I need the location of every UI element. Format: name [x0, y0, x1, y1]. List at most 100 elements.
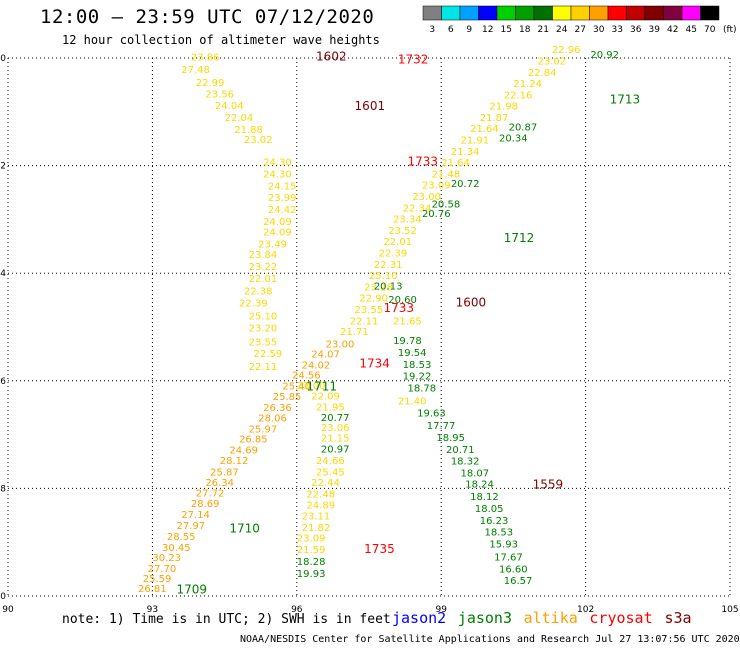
- wave-height-label: 30.45: [162, 543, 191, 554]
- colorbar-swatch: [644, 5, 664, 21]
- pass-time-label: 1711: [306, 379, 337, 393]
- wave-height-label: 21.71: [340, 327, 369, 338]
- wave-height-label: 21.40: [398, 396, 427, 407]
- wave-height-label: 20.13: [374, 281, 403, 292]
- wave-height-label: 21.59: [297, 545, 326, 556]
- wave-height-label: 22.31: [374, 260, 403, 271]
- pass-time-label: 1712: [504, 231, 535, 245]
- wave-height-label: 26.81: [138, 584, 167, 595]
- wave-height-label: 23.86: [191, 53, 220, 64]
- wave-height-label: 23.09: [422, 181, 451, 192]
- wave-height-label: 30.23: [152, 553, 181, 564]
- wave-height-label: 22.16: [504, 90, 533, 101]
- x-tick-label: 93: [147, 605, 158, 615]
- wave-height-label: 22.09: [311, 392, 340, 403]
- colorbar-label: 36: [630, 25, 642, 35]
- wave-height-label: 23.06: [321, 423, 350, 434]
- wave-height-label: 22.39: [379, 249, 408, 260]
- y-tick-label: -42: [0, 162, 6, 172]
- wave-height-label: 21.88: [234, 125, 263, 136]
- colorbar-swatch: [496, 5, 516, 21]
- wave-height-label: 24.66: [316, 456, 345, 467]
- wave-height-label: 24.09: [263, 217, 292, 228]
- colorbar-label: 21: [538, 25, 549, 35]
- wave-height-label: 18.05: [475, 504, 504, 515]
- wave-height-label: 20.76: [422, 209, 451, 220]
- wave-height-label: 28.55: [167, 532, 196, 543]
- mission-jason3: jason3: [457, 609, 512, 627]
- wave-height-label: 23.11: [302, 512, 331, 523]
- wave-height-label: 20.60: [388, 295, 417, 306]
- x-tick-label: 105: [721, 605, 738, 615]
- wave-height-label: 17.77: [427, 421, 456, 432]
- wave-height-label: 23.99: [268, 193, 297, 204]
- wave-height-label: 22.11: [350, 316, 379, 327]
- wave-height-label: 23.34: [393, 215, 422, 226]
- wave-height-label: 24.30: [263, 169, 292, 180]
- colorbar-label: 39: [649, 25, 661, 35]
- wave-height-label: 22.44: [311, 478, 340, 489]
- x-tick-label: 102: [577, 605, 594, 615]
- wave-height-label: 28.12: [220, 456, 249, 467]
- wave-height-label: 20.72: [451, 179, 480, 190]
- wave-height-label: 21.34: [451, 147, 480, 158]
- wave-height-label: 18.28: [297, 557, 326, 568]
- colorbar-swatch: [607, 5, 627, 21]
- wave-height-label: 16.60: [499, 564, 528, 575]
- wave-height-label: 18.53: [485, 528, 514, 539]
- footer-note: note: 1) Time is in UTC; 2) SWH is in fe…: [62, 612, 391, 627]
- wave-height-label: 23.22: [249, 262, 278, 273]
- wave-height-label: 27.14: [181, 510, 210, 521]
- colorbar-label: 6: [448, 25, 454, 35]
- pass-time-label: 1733: [408, 155, 439, 169]
- colorbar-label: 33: [612, 25, 623, 35]
- wave-height-label: 20.97: [321, 444, 350, 455]
- pass-time-label: 1734: [359, 356, 390, 370]
- pass-time-label: 1601: [355, 99, 386, 113]
- wave-height-label: 22.39: [239, 299, 268, 310]
- wave-height-label: 21.24: [513, 79, 542, 90]
- wave-height-label: 24.69: [229, 445, 258, 456]
- pass-time-label: 1733: [383, 301, 414, 315]
- wave-height-label: 22.96: [552, 45, 581, 56]
- pass-time-label: 1709: [176, 582, 207, 596]
- colorbar-label: 15: [501, 25, 512, 35]
- wave-height-label: 25.97: [249, 424, 278, 435]
- mission-s3a: s3a: [664, 609, 692, 627]
- colorbar-swatch: [552, 5, 572, 21]
- colorbar-label: 45: [686, 25, 697, 35]
- x-tick-label: 96: [291, 605, 303, 615]
- wave-height-label: 19.93: [297, 569, 326, 580]
- colorbar-swatch: [626, 5, 646, 21]
- pass-time-label: 1710: [229, 522, 260, 536]
- wave-height-label: 24.15: [268, 181, 297, 192]
- credit-line: NOAA/NESDIS Center for Satellite Applica…: [240, 634, 740, 645]
- wave-height-label: 28.06: [258, 414, 287, 425]
- wave-height-label: 22.90: [359, 294, 388, 305]
- mission-jason2: jason2: [392, 609, 447, 627]
- wave-height-label: 27.48: [181, 65, 210, 76]
- colorbar-swatch: [681, 5, 701, 21]
- wave-height-label: 20.87: [509, 123, 538, 134]
- x-tick-label: 90: [2, 605, 14, 615]
- wave-height-label: 22.34: [403, 203, 432, 214]
- wave-height-label: 23.49: [258, 239, 287, 250]
- colorbar-label: 30: [593, 25, 605, 35]
- wave-height-label: 22.48: [306, 490, 335, 501]
- wave-height-label: 27.97: [176, 521, 205, 532]
- wave-height-label: 25.87: [210, 467, 239, 478]
- wave-height-label: 24.07: [311, 350, 340, 361]
- wave-height-label: 22.99: [196, 78, 225, 89]
- wave-height-label: 21.98: [489, 102, 518, 113]
- wave-height-label: 23.52: [388, 226, 417, 237]
- wave-height-label: 23.84: [249, 250, 278, 261]
- wave-height-label: 20.58: [432, 200, 461, 211]
- colorbar-swatch: [422, 5, 442, 21]
- wave-height-label: 26.85: [239, 435, 268, 446]
- y-tick-label: -50: [0, 592, 6, 602]
- wave-height-label: 24.04: [215, 101, 244, 112]
- wave-height-label: 18.24: [465, 479, 494, 490]
- wave-height-label: 18.07: [460, 469, 489, 480]
- wave-height-label: 15.93: [489, 540, 518, 551]
